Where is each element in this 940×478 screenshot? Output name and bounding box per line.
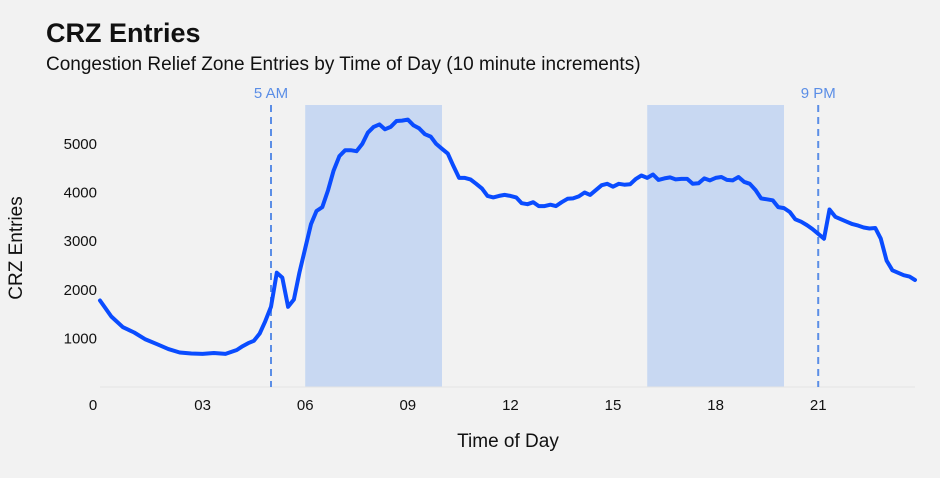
x-tick-label: 12 bbox=[502, 397, 519, 414]
y-axis-label: CRZ Entries bbox=[6, 196, 27, 299]
y-axis-ticks: 1000 2000 3000 4000 5000 bbox=[64, 136, 97, 347]
y-tick-label: 5000 bbox=[64, 136, 97, 153]
x-tick-label: 06 bbox=[297, 397, 314, 414]
marker-label-1: 5 AM bbox=[254, 85, 288, 102]
time-markers: 5 AM 9 PM bbox=[254, 85, 836, 387]
x-axis-ticks: 0 03 06 09 12 15 18 21 bbox=[89, 397, 827, 414]
shaded-period-2 bbox=[647, 105, 785, 387]
shaded-period-1 bbox=[305, 105, 443, 387]
y-tick-label: 3000 bbox=[64, 233, 97, 250]
x-tick-label: 21 bbox=[810, 397, 827, 414]
x-axis-label: Time of Day bbox=[457, 431, 559, 452]
chart-title: CRZ Entries bbox=[46, 18, 201, 48]
x-tick-label: 09 bbox=[399, 397, 416, 414]
series-line bbox=[98, 117, 917, 356]
marker-label-2: 9 PM bbox=[801, 85, 836, 102]
y-tick-label: 1000 bbox=[64, 330, 97, 347]
shaded-periods bbox=[305, 105, 785, 387]
y-tick-label: 2000 bbox=[64, 282, 97, 299]
y-tick-label: 4000 bbox=[64, 185, 97, 202]
x-tick-label: 15 bbox=[605, 397, 622, 414]
x-tick-label: 03 bbox=[194, 397, 211, 414]
chart-subtitle: Congestion Relief Zone Entries by Time o… bbox=[46, 54, 641, 75]
x-tick-label: 0 bbox=[89, 397, 97, 414]
x-tick-label: 18 bbox=[707, 397, 724, 414]
